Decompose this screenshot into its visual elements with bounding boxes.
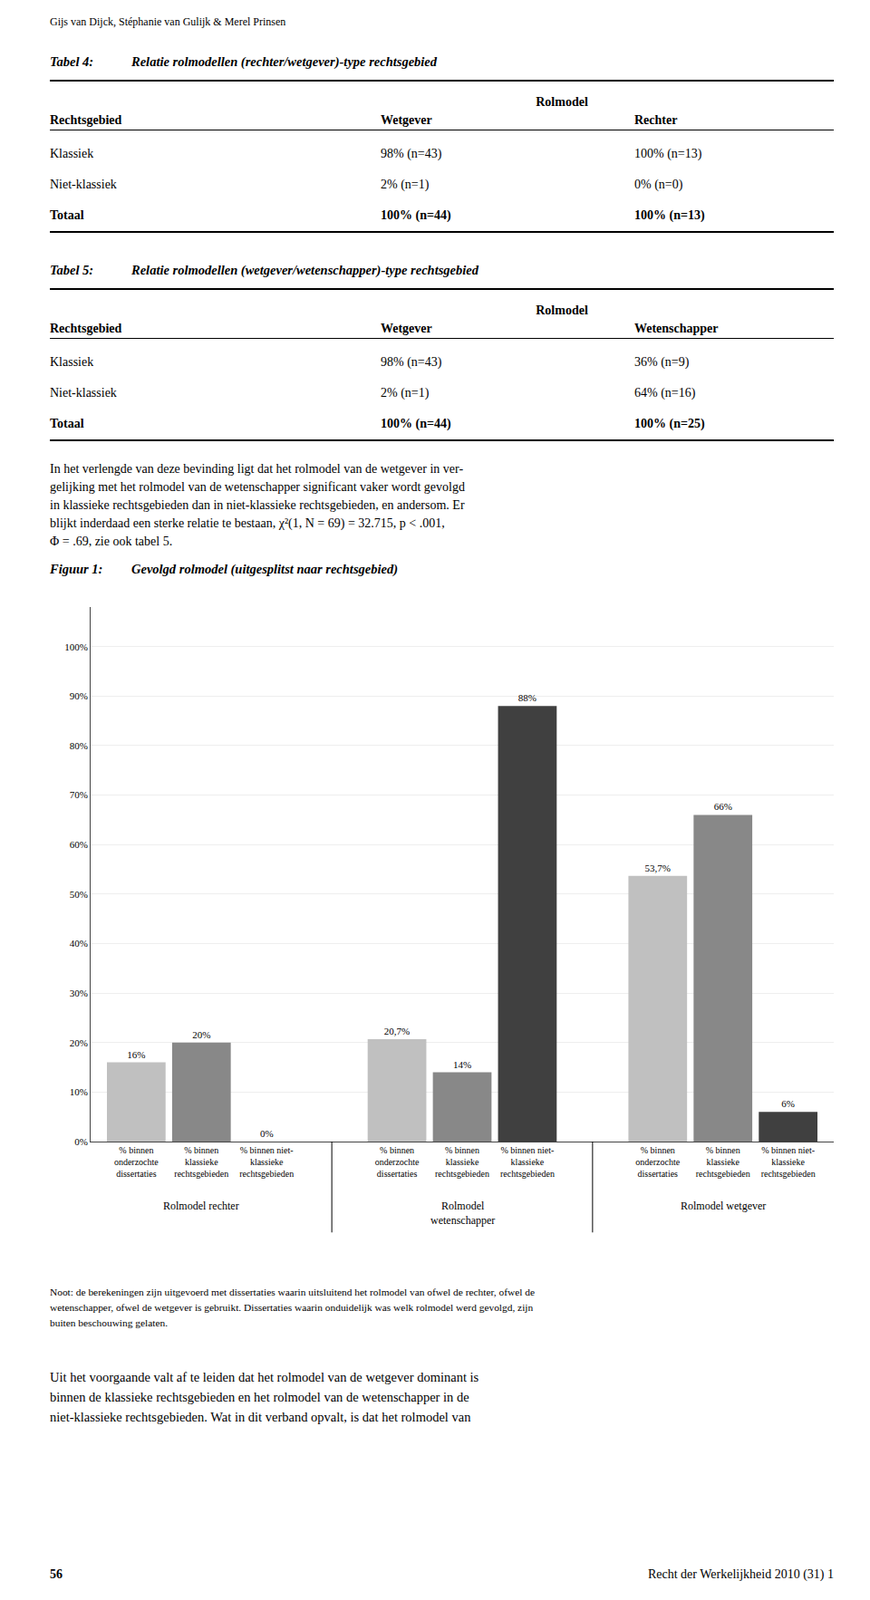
svg-text:0%: 0%: [74, 1136, 88, 1148]
html-text:98% (n=43): 98% (n=43): [380, 355, 442, 369]
html-text:binnen de klassieke rechtsgebi: binnen de klassieke rechtsgebieden en he…: [49, 1390, 470, 1405]
html-text:Uit het voorgaande valt af te: Uit het voorgaande valt af te leiden dat…: [49, 1370, 479, 1385]
html-text:56: 56: [49, 1567, 63, 1582]
svg-text:% binnenonderzochtedissertatie: % binnenonderzochtedissertaties: [114, 1145, 159, 1180]
svg-text:% binnenklassiekerechtsgebiede: % binnenklassiekerechtsgebieden: [696, 1145, 751, 1180]
html-text:2% (n=1): 2% (n=1): [380, 177, 430, 192]
svg-text:10%: 10%: [69, 1086, 88, 1098]
html-text:gelijking met het rolmodel van: gelijking met het rolmodel van de wetens…: [49, 480, 465, 494]
svg-text:60%: 60%: [69, 839, 88, 851]
html-text:Wetgever: Wetgever: [380, 113, 433, 127]
svg-text:% binnenonderzochtedissertatie: % binnenonderzochtedissertaties: [635, 1145, 680, 1180]
html-text:0% (n=0): 0% (n=0): [634, 177, 683, 192]
svg-text:40%: 40%: [69, 937, 88, 949]
html-text:2% (n=1): 2% (n=1): [380, 386, 430, 400]
html-text:in klassieke rechtsgebieden da: in klassieke rechtsgebieden dan in niet-…: [49, 498, 465, 513]
svg-text:30%: 30%: [69, 987, 88, 999]
svg-text:66%: 66%: [714, 801, 733, 812]
html-text:blijkt inderdaad een sterke re: blijkt inderdaad een sterke relatie te b…: [49, 516, 445, 531]
svg-text:53,7%: 53,7%: [645, 862, 671, 874]
svg-text:20,7%: 20,7%: [384, 1025, 410, 1037]
html-text:Rolmodel: Rolmodel: [535, 95, 588, 109]
html-text:niet-klassieke rechtsgebieden.: niet-klassieke rechtsgebieden. Wat in di…: [49, 1410, 471, 1425]
svg-text:80%: 80%: [69, 740, 88, 752]
html-text:Gevolgd rolmodel (uitgesplitst: Gevolgd rolmodel (uitgesplitst naar rech…: [131, 561, 398, 577]
html-text:Tabel 5:: Tabel 5:: [49, 262, 94, 278]
svg-text:Rolmodel rechter: Rolmodel rechter: [163, 1199, 240, 1213]
html-text:Rechter: Rechter: [634, 113, 678, 127]
html-text:Rechtsgebied: Rechtsgebied: [49, 113, 122, 127]
svg-text:20%: 20%: [69, 1037, 88, 1049]
svg-text:% binnen niet-klassiekerechtsg: % binnen niet-klassiekerechtsgebieden: [761, 1145, 816, 1180]
html-text:Totaal: Totaal: [49, 208, 84, 223]
svg-text:14%: 14%: [453, 1059, 472, 1071]
html-text:Gijs van Dijck, Stéphanie van: Gijs van Dijck, Stéphanie van Gulijk & M…: [49, 15, 286, 29]
html-text:100% (n=25): 100% (n=25): [634, 416, 705, 431]
html-text:Niet-klassiek: Niet-klassiek: [49, 177, 117, 192]
html-text:Rechtsgebied: Rechtsgebied: [49, 321, 122, 336]
html-text:In het verlengde van deze bevi: In het verlengde van deze bevinding ligt…: [49, 462, 464, 476]
html-text:98% (n=43): 98% (n=43): [380, 146, 442, 161]
html-text:Φ = .69, zie ook tabel 5.: Φ = .69, zie ook tabel 5.: [49, 534, 173, 549]
html-text:Klassiek: Klassiek: [49, 355, 94, 369]
html-text:Klassiek: Klassiek: [49, 146, 94, 161]
html-text:buiten beschouwing gelaten.: buiten beschouwing gelaten.: [49, 1317, 168, 1329]
html-text:Niet-klassiek: Niet-klassiek: [49, 386, 117, 400]
svg-text:0%: 0%: [260, 1128, 274, 1140]
html-text:Figuur 1:: Figuur 1:: [49, 561, 103, 577]
svg-text:50%: 50%: [69, 889, 88, 900]
svg-text:100%: 100%: [64, 641, 88, 653]
html-text:Totaal: Totaal: [49, 416, 84, 431]
svg-text:6%: 6%: [781, 1098, 795, 1110]
svg-text:% binnenonderzochtedissertatie: % binnenonderzochtedissertaties: [375, 1145, 420, 1180]
svg-text:% binnen niet-klassiekerechtsg: % binnen niet-klassiekerechtsgebieden: [239, 1145, 294, 1180]
html-text:Wetgever: Wetgever: [380, 321, 433, 336]
svg-text:Rolmodelwetenschapper: Rolmodelwetenschapper: [430, 1199, 495, 1228]
html-text:100% (n=13): 100% (n=13): [634, 208, 705, 223]
svg-text:70%: 70%: [69, 789, 88, 801]
html-text:36% (n=9): 36% (n=9): [634, 355, 690, 369]
svg-text:% binnen niet-klassiekerechtsg: % binnen niet-klassiekerechtsgebieden: [500, 1145, 555, 1180]
html-text:100% (n=13): 100% (n=13): [634, 146, 702, 161]
html-text:wetenschapper, ofwel de wetgev: wetenschapper, ofwel de wetgever is gebr…: [49, 1302, 534, 1314]
html-text:100% (n=44): 100% (n=44): [380, 416, 451, 431]
svg-text:90%: 90%: [69, 690, 88, 702]
html-text:Recht der Werkelijkheid 2010 (: Recht der Werkelijkheid 2010 (31) 1: [647, 1567, 834, 1582]
html-text:Tabel 4:: Tabel 4:: [49, 54, 94, 69]
svg-text:% binnenklassiekerechtsgebiede: % binnenklassiekerechtsgebieden: [174, 1145, 229, 1180]
html-text:100% (n=44): 100% (n=44): [380, 208, 451, 223]
svg-text:16%: 16%: [126, 1049, 145, 1061]
svg-text:20%: 20%: [192, 1029, 211, 1041]
html-text:Relatie rolmodellen (rechter/w: Relatie rolmodellen (rechter/wetgever)-t…: [131, 54, 437, 69]
html-text:Rolmodel: Rolmodel: [535, 303, 588, 318]
html-text:Relatie rolmodellen (wetgever/: Relatie rolmodellen (wetgever/wetenschap…: [131, 262, 479, 278]
svg-text:% binnenklassiekerechtsgebiede: % binnenklassiekerechtsgebieden: [435, 1145, 490, 1180]
html-text:64% (n=16): 64% (n=16): [634, 386, 696, 400]
svg-text:88%: 88%: [518, 692, 537, 704]
html-text:Noot: de berekeningen zijn uit: Noot: de berekeningen zijn uitgevoerd me…: [49, 1286, 535, 1298]
html-text:Wetenschapper: Wetenschapper: [634, 321, 719, 336]
svg-text:Rolmodel wetgever: Rolmodel wetgever: [680, 1199, 766, 1213]
